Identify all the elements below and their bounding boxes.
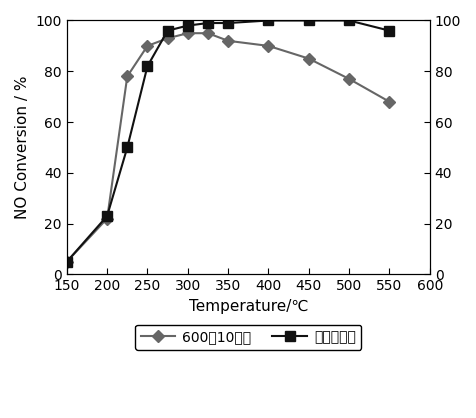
新鲜弪化剂: [165, 28, 170, 33]
600度10小时: [145, 43, 150, 48]
600度10小时: [205, 31, 211, 36]
新鲜弪化剂: [306, 18, 312, 23]
新鲜弪化剂: [145, 64, 150, 69]
新鲜弪化剂: [205, 20, 211, 25]
600度10小时: [387, 99, 392, 104]
新鲜弪化剂: [387, 28, 392, 33]
新鲜弪化剂: [346, 18, 352, 23]
600度10小时: [306, 56, 312, 61]
600度10小时: [124, 74, 130, 79]
600度10小时: [346, 76, 352, 82]
Y-axis label: NO Conversion / %: NO Conversion / %: [15, 76, 30, 219]
600度10小时: [64, 259, 69, 264]
Line: 600度10小时: 600度10小时: [63, 29, 394, 266]
600度10小时: [225, 38, 231, 43]
600度10小时: [104, 216, 110, 221]
新鲜弪化剂: [225, 20, 231, 25]
新鲜弪化剂: [124, 145, 130, 150]
600度10小时: [266, 43, 271, 48]
新鲜弪化剂: [64, 259, 69, 264]
X-axis label: Temperature/℃: Temperature/℃: [188, 299, 308, 314]
新鲜弪化剂: [104, 214, 110, 219]
Line: 新鲜弪化剂: 新鲜弪化剂: [62, 15, 394, 267]
600度10小时: [185, 31, 191, 36]
600度10小时: [165, 36, 170, 41]
Legend: 600度10小时, 新鲜弪化剂: 600度10小时, 新鲜弪化剂: [135, 324, 361, 349]
新鲜弪化剂: [266, 18, 271, 23]
新鲜弪化剂: [185, 23, 191, 28]
